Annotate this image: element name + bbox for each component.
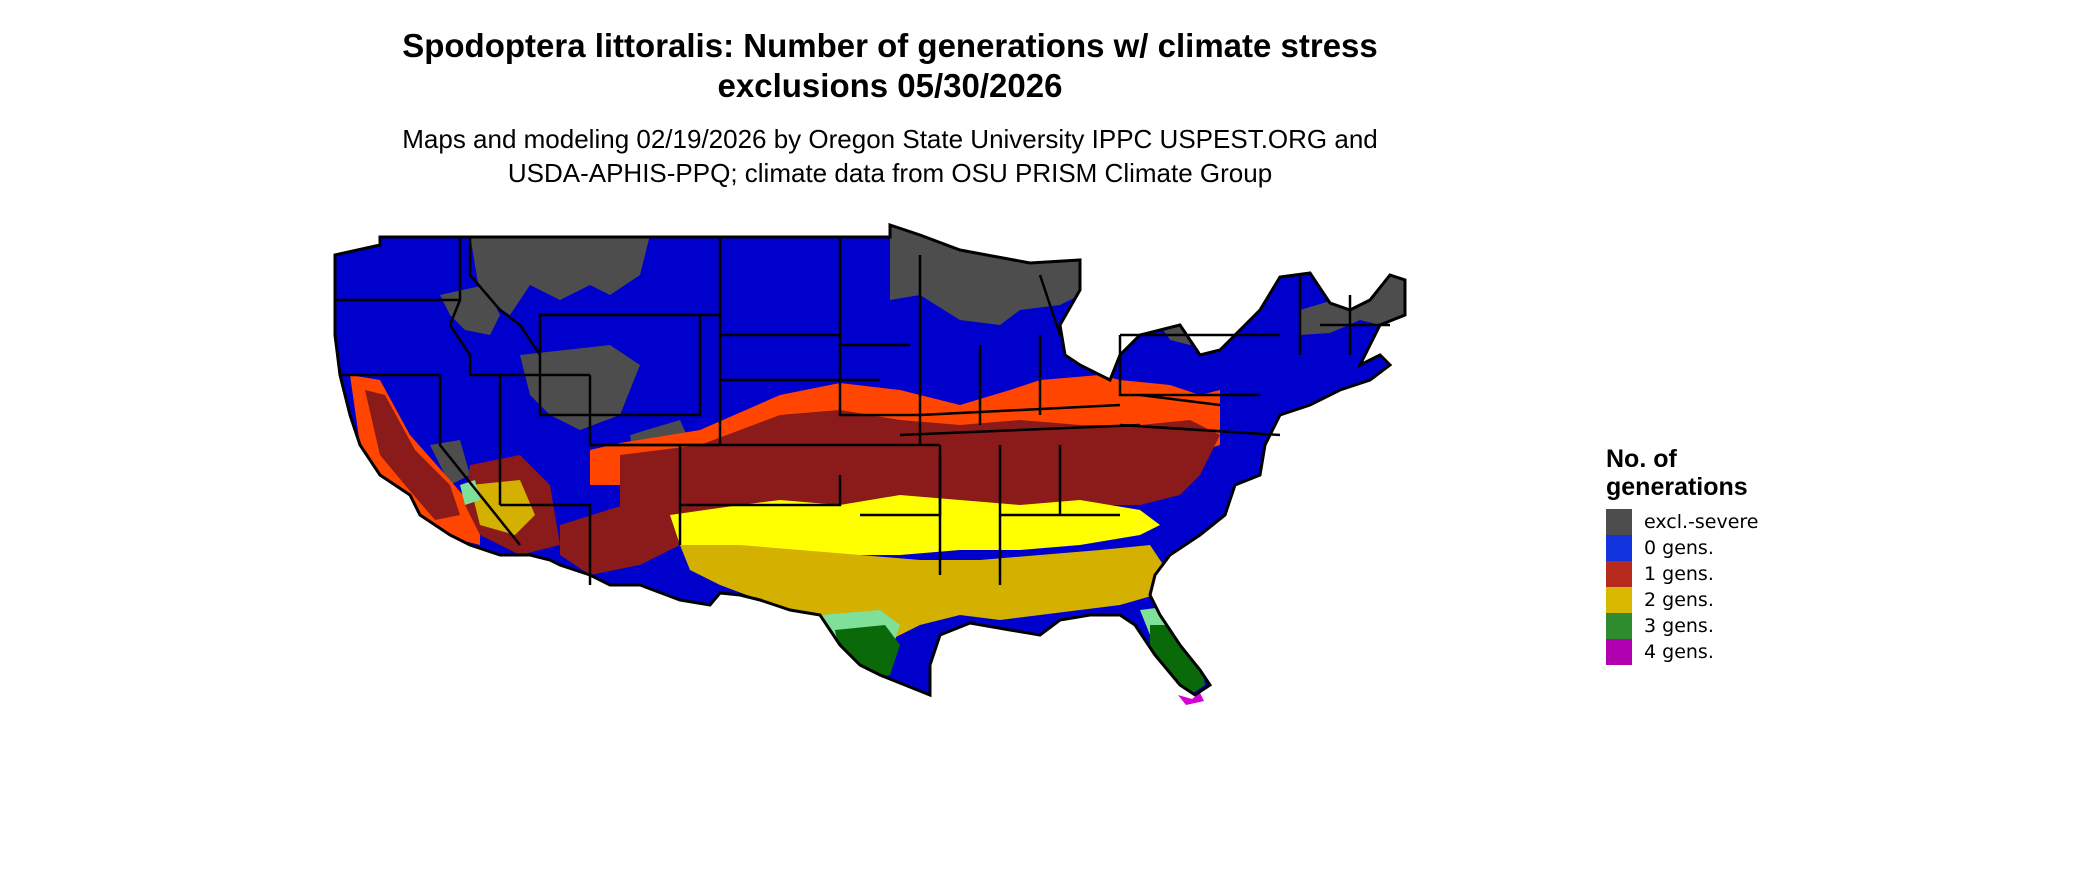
- legend-label-3-gens: 3 gens.: [1644, 615, 1714, 637]
- legend-label-4-gens: 4 gens.: [1644, 641, 1714, 663]
- border-wy: [538, 315, 702, 417]
- border-az-nm: [500, 503, 592, 585]
- legend-swatch-3-gens: [1606, 613, 1632, 639]
- border-wi-mi: [918, 255, 1062, 345]
- border-ok-tx: [680, 475, 842, 507]
- legend-item-3-gens: 3 gens.: [1606, 613, 1866, 639]
- border-il-in-oh: [918, 335, 1042, 445]
- border-new-england: [1298, 275, 1390, 355]
- legend-swatch-0-gens: [1606, 535, 1632, 561]
- legend-swatch-excluded: [1606, 509, 1632, 535]
- zone-two-gen-arizona: [470, 480, 535, 535]
- zone-excluded-montana: [470, 235, 650, 315]
- legend-label-2-gens: 2 gens.: [1644, 589, 1714, 611]
- legend-swatch-1-gens: [1606, 561, 1632, 587]
- subtitle-line-2: USDA-APHIS-PPQ; climate data from OSU PR…: [507, 158, 1273, 188]
- zone-two-gen-dark-band: [680, 545, 1170, 645]
- border-pa-ny: [1118, 333, 1280, 397]
- legend-title-line-2: generations: [1606, 473, 1748, 501]
- border-tn-ky: [899, 403, 1141, 437]
- legend-swatch-4-gens: [1606, 639, 1632, 665]
- legend-title: No. of generations: [1606, 445, 1866, 501]
- legend-item-1-gens: 1 gens.: [1606, 561, 1866, 587]
- border-dakotas: [718, 237, 840, 445]
- map-subtitle: Maps and modeling 02/19/2026 by Oregon S…: [340, 122, 1440, 190]
- legend-swatch-2-gens: [1606, 587, 1632, 613]
- border-va-nc: [1119, 393, 1281, 437]
- us-generations-map: [333, 222, 1407, 705]
- zone-two-gen-light-band: [670, 495, 1160, 555]
- zone-one-gen-dark-band: [620, 410, 1220, 525]
- border-ca-nv: [438, 375, 521, 546]
- legend-label-0-gens: 0 gens.: [1644, 537, 1714, 559]
- legend-item-0-gens: 0 gens.: [1606, 535, 1866, 561]
- legend-label-1-gens: 1 gens.: [1644, 563, 1714, 585]
- zone-excluded-wisconsin: [1080, 275, 1180, 330]
- legend-item-2-gens: 2 gens.: [1606, 587, 1866, 613]
- legend-title-line-1: No. of: [1606, 445, 1677, 473]
- legend-item-4-gens: 4 gens.: [1606, 639, 1866, 665]
- zone-three-gen-texas-dark: [835, 625, 900, 680]
- subtitle-line-1: Maps and modeling 02/19/2026 by Oregon S…: [402, 124, 1378, 154]
- legend-label-excluded: excl.-severe: [1644, 511, 1759, 533]
- zone-excluded-idaho: [440, 285, 500, 335]
- border-id-mt: [468, 237, 542, 356]
- zone-excluded-wyoming: [520, 345, 640, 430]
- zone-three-gen-arizona: [460, 480, 480, 505]
- border-ne-ks: [680, 378, 880, 447]
- zone-one-gen-california-dark: [365, 390, 460, 520]
- border-ia-mo: [838, 345, 920, 417]
- map-legend: No. of generations excl.-severe 0 gens. …: [1606, 445, 1866, 665]
- border-id: [448, 237, 472, 375]
- us-outline: [333, 222, 1407, 698]
- legend-item-excluded: excl.-severe: [1606, 509, 1866, 535]
- border-mt-wy: [538, 313, 720, 355]
- border-ga-fl: [1000, 445, 1120, 517]
- zone-excluded-great-basin: [430, 440, 470, 485]
- zone-four-gen-florida-keys: [1178, 693, 1204, 705]
- map-title: Spodoptera littoralis: Number of generat…: [340, 26, 1440, 106]
- state-borders: [335, 237, 1390, 585]
- title-line-1: Spodoptera littoralis: Number of generat…: [402, 27, 1378, 64]
- title-line-2: exclusions 05/30/2026: [717, 67, 1063, 104]
